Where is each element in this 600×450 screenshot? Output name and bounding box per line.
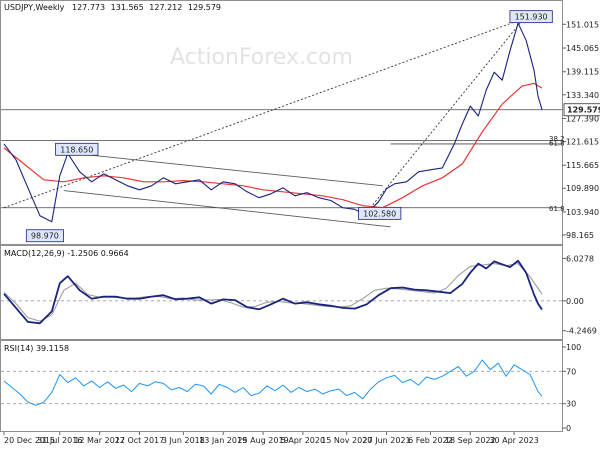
y-tick-label: 133.340: [566, 91, 599, 100]
y-tick-label: 121.615: [566, 137, 599, 146]
rsi-line: [3, 359, 543, 406]
macd-signal-line: [3, 263, 543, 322]
fib-label: 61.8: [549, 205, 565, 213]
ohlc-high: 131.565: [111, 3, 144, 12]
y-tick-label: 70: [566, 367, 576, 376]
macd-line: [3, 259, 543, 325]
y-tick-label: 109.890: [566, 184, 599, 193]
y-tick-label: 103.940: [566, 208, 599, 217]
series-layer: [3, 22, 543, 406]
ohlc-close: 129.579: [188, 3, 221, 12]
date-label: 12 Mar 2017: [74, 436, 125, 445]
y-tick-label: 127.390: [566, 114, 599, 123]
ohlc-low: 127.212: [149, 3, 182, 12]
date-label: 18 Sep 2022: [445, 436, 496, 445]
y-tick-label: 30: [566, 400, 576, 409]
price-label-box: [25, 229, 64, 243]
price-label-box: [55, 142, 99, 156]
y-tick-label: 0: [566, 424, 571, 433]
price-label-box: [509, 10, 553, 24]
date-label: 25 Aug 2019: [237, 436, 288, 445]
ohlc-readout: 127.773 131.565 127.212 129.579: [72, 3, 221, 12]
y-tick-label: -4.2469: [566, 327, 597, 336]
watermark: ActionForex.com: [170, 45, 353, 70]
rsi-y-axis: 100 70 30 0: [1, 343, 581, 433]
y-tick-label: 0.00: [566, 297, 584, 306]
price-label: 118.650: [60, 145, 93, 154]
last-price-label: 129.579: [567, 106, 600, 115]
date-label: 30 Apr 2023: [489, 436, 538, 445]
last-price-box: [563, 103, 600, 117]
date-label: 31 Jul 2016: [37, 436, 82, 445]
price-label-box: [358, 206, 402, 220]
y-tick-label: 145.065: [566, 44, 599, 53]
date-label: 3 Jun 2018: [162, 436, 205, 445]
rsi-panel-title: RSI(14) 39.1158: [4, 344, 69, 353]
fib-label: 38.2: [549, 135, 565, 143]
y-tick-label: 139.115: [566, 68, 599, 77]
channel-line: [63, 190, 391, 228]
date-label: 20 Dec 2015: [4, 436, 55, 445]
y-tick-label: 100: [566, 343, 581, 352]
date-label: 13 Jan 2019: [199, 436, 247, 445]
y-tick-label: 115.665: [566, 161, 599, 170]
channel-line: [63, 151, 383, 187]
date-label: 27 Jun 2021: [363, 436, 411, 445]
date-label: 6 Feb 2022: [408, 436, 453, 445]
fib-label: 61.8: [549, 140, 565, 148]
y-tick-label: 6.0278: [566, 254, 594, 263]
macd-panel-title: MACD(12,26,9) -1.2506 0.9664: [4, 249, 129, 258]
price-panel: [0, 0, 563, 245]
y-tick-label: 98.165: [566, 231, 594, 240]
price-label: 151.930: [515, 13, 548, 22]
dotted-trendline: [3, 20, 519, 209]
price-line: [3, 22, 543, 223]
price-label: 102.580: [363, 209, 396, 218]
date-label: 22 Oct 2017: [115, 436, 164, 445]
date-label: 5 Apr 2020: [281, 436, 325, 445]
price-labels: 151.930 118.650 98.970 102.580 129.579: [25, 10, 600, 243]
date-label: 15 Nov 2020: [321, 436, 372, 445]
macd-panel: [0, 245, 563, 340]
price-panel-title: USDJPY,Weekly: [4, 3, 65, 12]
ohlc-open: 127.773: [72, 3, 105, 12]
macd-y-axis: 6.0278 0.00 -4.2469: [1, 254, 597, 336]
price-label: 98.970: [31, 232, 59, 241]
moving-average-line: [3, 82, 543, 209]
price-y-axis: 151.015 145.065 139.115 133.340 127.390 121.6…: [562, 20, 599, 240]
y-tick-label: 151.015: [566, 20, 599, 29]
